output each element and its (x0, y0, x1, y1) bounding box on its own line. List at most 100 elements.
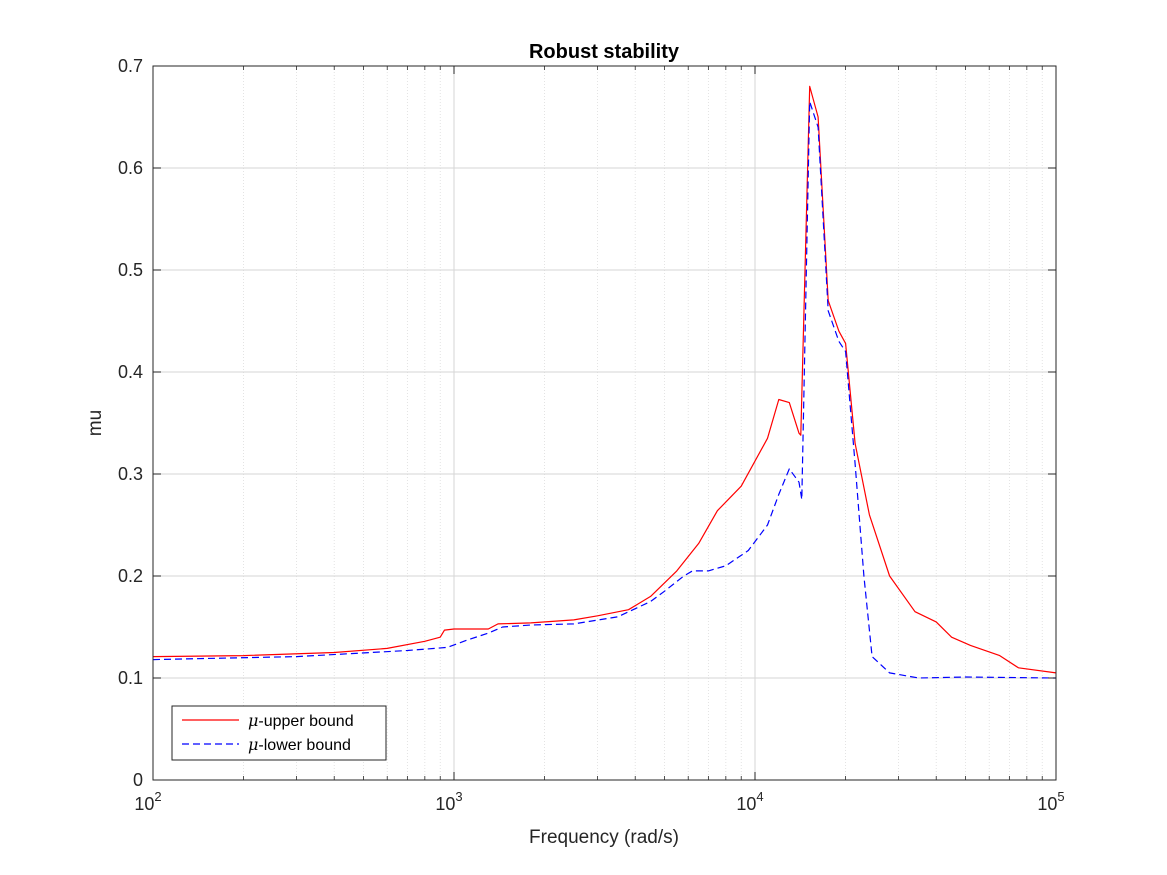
x-tick-label-base: 10 (1037, 794, 1057, 814)
legend-label-lower: μ-lower bound (248, 735, 351, 754)
data-point (488, 628, 489, 629)
data-point (664, 591, 665, 592)
data-point (809, 101, 810, 102)
x-tick-label-exponent: 4 (756, 789, 763, 804)
data-point (845, 343, 846, 344)
data-point (444, 630, 445, 631)
data-point (717, 510, 718, 511)
data-point (447, 647, 448, 648)
series-lines (152, 85, 1057, 679)
data-point (869, 514, 870, 515)
data-point (573, 623, 574, 624)
y-tick-label: 0.3 (118, 464, 143, 484)
data-point (767, 438, 768, 439)
data-point (628, 609, 629, 610)
data-point (889, 672, 890, 673)
axes-box (152, 65, 1057, 781)
data-point (453, 628, 454, 629)
legend: μ-upper bound μ-lower bound (171, 705, 387, 761)
y-tick-label: 0.2 (118, 566, 143, 586)
data-point (708, 570, 709, 571)
legend-text-upper: -upper bound (258, 713, 353, 730)
data-point (683, 575, 684, 576)
x-tick-label-base: 10 (736, 794, 756, 814)
x-tick-label: 104 (736, 789, 763, 814)
y-tick-label: 0.5 (118, 260, 143, 280)
data-point (789, 402, 790, 403)
data-point (838, 341, 839, 342)
data-point (530, 624, 531, 625)
x-tick-label-base: 10 (134, 794, 154, 814)
data-point (863, 575, 864, 576)
y-tick-label: 0.6 (118, 158, 143, 178)
data-point (889, 575, 890, 576)
legend-box (171, 705, 387, 761)
data-point (597, 615, 598, 616)
data-point (838, 331, 839, 332)
legend-label-upper: μ-upper bound (248, 711, 354, 730)
legend-symbol-lower: μ (248, 735, 258, 754)
plot-area (153, 66, 1056, 780)
x-tick-label-base: 10 (435, 794, 455, 814)
data-point (502, 626, 503, 627)
data-point (778, 399, 779, 400)
data-point (809, 86, 810, 87)
data-point (573, 619, 574, 620)
data-point (778, 494, 779, 495)
data-point (488, 633, 489, 634)
data-point (789, 468, 790, 469)
data-point (424, 641, 425, 642)
data-point (1018, 667, 1019, 668)
data-point (698, 543, 699, 544)
y-tick-label: 0.7 (118, 56, 143, 76)
data-point (872, 656, 873, 657)
data-point (800, 435, 801, 436)
data-point (407, 650, 408, 651)
series-line-lower-bound (152, 101, 1057, 679)
y-tick-label: 0.4 (118, 362, 143, 382)
data-point (617, 616, 618, 617)
data-point (855, 443, 856, 444)
data-point (387, 648, 388, 649)
data-point (999, 655, 1000, 656)
data-point (243, 655, 244, 656)
data-point (918, 677, 919, 678)
chart-title: Robust stability (529, 41, 680, 63)
data-point (676, 570, 677, 571)
series-line-upper-bound (152, 85, 1057, 674)
data-point (845, 351, 846, 352)
data-point (965, 676, 966, 677)
tick-marks (152, 65, 1057, 781)
y-tick-label: 0.1 (118, 668, 143, 688)
y-axis-label: mu (85, 410, 106, 436)
legend-symbol-upper: μ (248, 711, 258, 730)
x-tick-label: 103 (435, 789, 462, 814)
data-point (725, 565, 726, 566)
x-tick-label: 105 (1037, 789, 1064, 814)
data-point (798, 433, 799, 434)
y-tick-labels: 0 0.1 0.2 0.3 0.4 0.5 0.6 0.7 (118, 56, 143, 790)
x-tick-label-exponent: 2 (154, 789, 161, 804)
data-point (801, 499, 802, 500)
data-point (767, 524, 768, 525)
x-tick-label: 102 (134, 789, 161, 814)
x-tick-labels: 102 103 104 105 (134, 789, 1064, 814)
data-point (296, 656, 297, 657)
x-tick-label-exponent: 3 (455, 789, 462, 804)
y-tick-label: 0 (133, 770, 143, 790)
data-point (748, 550, 749, 551)
data-point (951, 637, 952, 638)
data-point (798, 482, 799, 483)
data-point (650, 601, 651, 602)
data-point (818, 127, 819, 128)
data-point (828, 310, 829, 311)
data-point (970, 645, 971, 646)
data-point (818, 116, 819, 117)
data-point (334, 652, 335, 653)
x-axis-label: Frequency (rad/s) (529, 827, 679, 848)
data-point (914, 611, 915, 612)
x-tick-label-exponent: 5 (1057, 789, 1064, 804)
data-point (530, 622, 531, 623)
data-point (466, 640, 467, 641)
